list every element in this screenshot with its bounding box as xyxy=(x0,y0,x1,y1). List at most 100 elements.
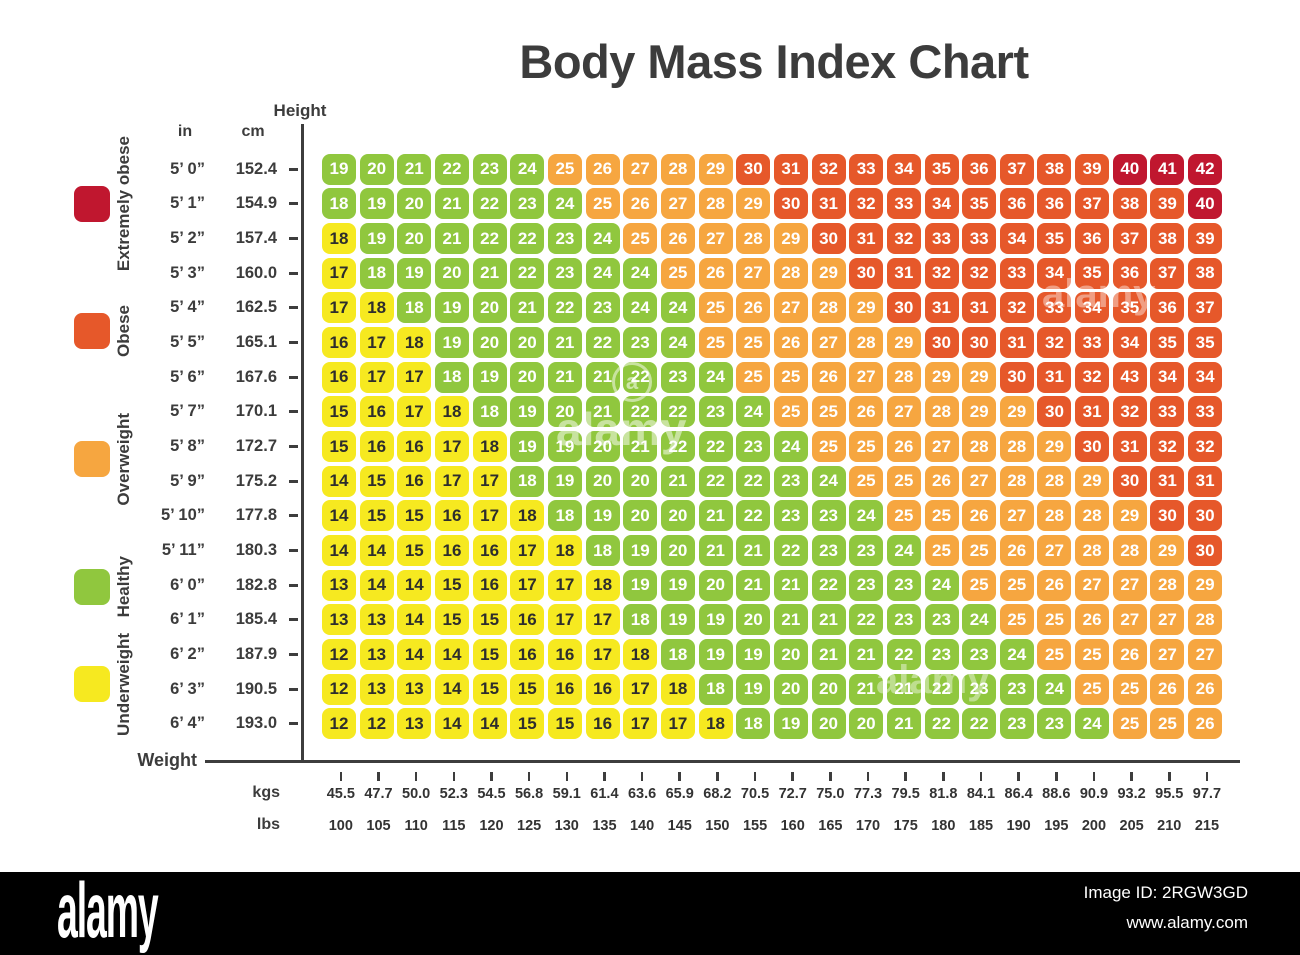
bmi-cell: 22 xyxy=(547,292,582,324)
lbs-value: 185 xyxy=(968,818,994,834)
bmi-cell: 20 xyxy=(736,604,771,636)
stock-photo-footer-bar: alamy Image ID: 2RGW3GD www.alamy.com xyxy=(0,868,1300,955)
bmi-cell: 25 xyxy=(999,569,1034,601)
bmi-cell: 26 xyxy=(1150,673,1185,705)
bmi-cell: 26 xyxy=(736,292,771,324)
weight-tick xyxy=(887,772,925,781)
bmi-cell: 33 xyxy=(1075,327,1110,359)
bmi-cell: 30 xyxy=(773,188,808,220)
bmi-cell: 21 xyxy=(510,292,545,324)
bmi-cell: 14 xyxy=(322,500,356,532)
weight-tick xyxy=(699,772,737,781)
page-title: Body Mass Index Chart xyxy=(519,35,1029,88)
weight-tick xyxy=(360,772,398,781)
bmi-cell: 20 xyxy=(397,223,432,255)
bmi-cell: 13 xyxy=(359,604,394,636)
bmi-cell: 26 xyxy=(1188,708,1223,740)
bmi-cell: 15 xyxy=(434,604,469,636)
height-tick-mark xyxy=(289,375,298,379)
bmi-cell: 23 xyxy=(547,257,582,289)
bmi-cell: 26 xyxy=(1075,604,1110,636)
height-tick-mark xyxy=(289,722,298,726)
bmi-cell: 28 xyxy=(811,292,846,324)
bmi-cell: 17 xyxy=(434,465,469,497)
bmi-cell: 31 xyxy=(773,153,808,185)
bmi-cell: 25 xyxy=(886,500,921,532)
bmi-cell: 23 xyxy=(849,569,884,601)
bmi-cell: 28 xyxy=(1112,535,1147,567)
bmi-cell: 39 xyxy=(1150,188,1185,220)
bmi-cell: 19 xyxy=(698,639,733,671)
bmi-cell: 12 xyxy=(322,673,356,705)
kgs-value: 93.2 xyxy=(1117,786,1146,802)
bmi-cell: 18 xyxy=(434,361,469,393)
bmi-cell: 21 xyxy=(660,465,695,497)
bmi-cell: 15 xyxy=(510,673,545,705)
bmi-cell: 16 xyxy=(585,708,620,740)
bmi-cell: 34 xyxy=(1188,361,1223,393)
weight-ticks xyxy=(322,772,1226,781)
kgs-value: 88.6 xyxy=(1042,786,1071,802)
bmi-cell: 22 xyxy=(623,361,658,393)
bmi-cell: 36 xyxy=(1075,223,1110,255)
bmi-cell: 33 xyxy=(849,153,884,185)
bmi-cell: 20 xyxy=(510,327,545,359)
bmi-cell: 19 xyxy=(359,188,394,220)
height-row: 6’ 1” 185.4 13 13 14 15 15 16 17 17 18 19 19 20 21 21 22… xyxy=(110,603,1226,638)
bmi-cell: 14 xyxy=(322,535,356,567)
bmi-cell: 14 xyxy=(472,708,507,740)
spacer xyxy=(298,238,322,239)
bmi-cell: 25 xyxy=(623,223,658,255)
height-cm-label: 162.5 xyxy=(235,298,277,317)
bmi-cell: 23 xyxy=(623,327,658,359)
bmi-cell: 13 xyxy=(397,708,432,740)
spacer xyxy=(298,446,322,447)
bmi-cell: 17 xyxy=(434,431,469,463)
bmi-cell: 35 xyxy=(1112,292,1147,324)
height-tick-mark xyxy=(289,410,298,414)
bmi-cell: 23 xyxy=(660,361,695,393)
website-url-text: www.alamy.com xyxy=(1126,913,1248,932)
bmi-cell: 36 xyxy=(999,188,1034,220)
bmi-cell: 17 xyxy=(322,257,356,289)
spacer xyxy=(298,619,322,620)
lbs-value: 210 xyxy=(1157,818,1182,834)
bmi-cell: 22 xyxy=(886,639,921,671)
bmi-cell: 24 xyxy=(1075,708,1110,740)
height-row: 5’ 3” 160.0 17 18 19 20 21 22 23 24 24 25 26 27 28 29 30… xyxy=(110,256,1226,291)
height-cm-label: 190.5 xyxy=(235,679,277,698)
height-cm-label: 193.0 xyxy=(235,714,277,733)
bmi-cell: 27 xyxy=(1150,604,1185,636)
bmi-cell: 20 xyxy=(585,431,620,463)
bmi-cell: 18 xyxy=(397,327,432,359)
bmi-cell: 37 xyxy=(1188,292,1223,324)
bmi-cell: 17 xyxy=(623,708,658,740)
spacer xyxy=(298,481,322,482)
bmi-cell: 16 xyxy=(397,465,432,497)
bmi-cell: 22 xyxy=(510,223,545,255)
bmi-cell: 24 xyxy=(924,569,959,601)
bmi-cell: 22 xyxy=(434,153,469,185)
bmi-cell: 19 xyxy=(472,361,507,393)
bmi-cell: 30 xyxy=(811,223,846,255)
bmi-cell: 18 xyxy=(510,500,545,532)
height-tick-mark xyxy=(289,237,298,241)
spacer xyxy=(298,689,322,690)
bmi-cell: 18 xyxy=(510,465,545,497)
bmi-cell: 24 xyxy=(999,639,1034,671)
bmi-cell: 27 xyxy=(773,292,808,324)
bmi-cell: 22 xyxy=(924,673,959,705)
spacer xyxy=(298,273,322,274)
bmi-cell: 26 xyxy=(886,431,921,463)
height-cm-label: 180.3 xyxy=(235,541,277,560)
bmi-cell: 18 xyxy=(698,673,733,705)
bmi-cell: 31 xyxy=(999,327,1034,359)
bmi-cell: 21 xyxy=(547,361,582,393)
bmi-cell: 27 xyxy=(736,257,771,289)
bmi-cell: 21 xyxy=(811,604,846,636)
bmi-cell: 25 xyxy=(736,361,771,393)
bmi-cell: 22 xyxy=(698,465,733,497)
bmi-cell: 28 xyxy=(1150,569,1185,601)
image-id-text: Image ID: 2RGW3GD xyxy=(1083,883,1248,902)
